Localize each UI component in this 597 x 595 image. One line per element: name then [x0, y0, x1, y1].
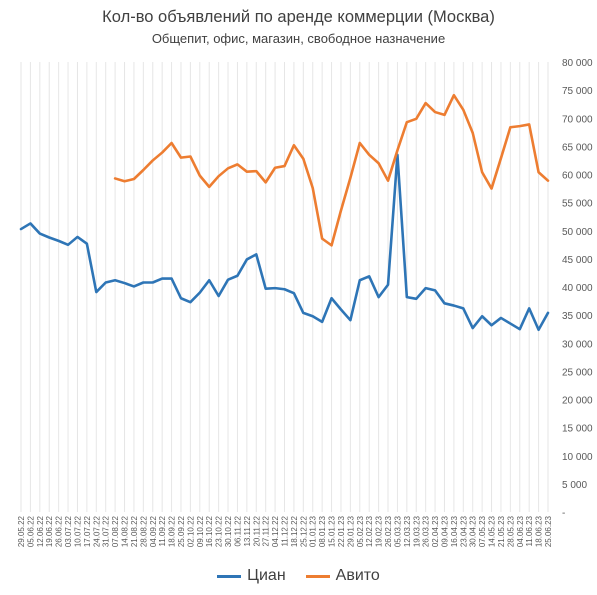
x-tick-label: 24.07.22 — [92, 515, 101, 547]
legend: Циан Авито — [0, 567, 597, 585]
x-tick-label: 29.01.23 — [346, 515, 355, 547]
x-tick-label: 02.10.22 — [186, 515, 195, 547]
x-tick-label: 12.06.22 — [36, 515, 45, 547]
series-line-avito — [113, 93, 550, 247]
x-tick-label: 26.02.23 — [384, 515, 393, 547]
y-tick-label: 60 000 — [562, 171, 593, 182]
y-tick-label: - — [562, 508, 565, 519]
x-tick-label: 17.07.22 — [83, 515, 92, 547]
x-tick-label: 28.08.22 — [139, 515, 148, 547]
y-tick-label: 50 000 — [562, 227, 593, 238]
legend-item-avito: Авито — [305, 567, 380, 585]
y-tick-label: 30 000 — [562, 339, 593, 350]
x-tick-label: 18.09.22 — [168, 515, 177, 547]
x-tick-label: 04.06.23 — [516, 515, 525, 547]
x-tick-label: 09.04.23 — [440, 515, 449, 547]
y-tick-label: 75 000 — [562, 86, 593, 97]
x-tick-label: 05.06.22 — [26, 515, 35, 547]
x-tick-label: 04.09.22 — [149, 515, 158, 547]
x-tick-label: 18.12.22 — [290, 515, 299, 547]
x-tick-label: 26.06.22 — [55, 515, 64, 547]
x-tick-label: 04.12.22 — [271, 515, 280, 547]
x-tick-label: 14.05.23 — [488, 515, 497, 547]
y-tick-label: 25 000 — [562, 367, 593, 378]
x-tick-label: 22.01.23 — [337, 515, 346, 547]
x-tick-label: 26.03.23 — [422, 515, 431, 547]
x-tick-label: 11.09.22 — [158, 515, 167, 546]
legend-label-avito: Авито — [335, 567, 380, 584]
y-tick-label: 20 000 — [562, 396, 593, 407]
y-tick-label: 80 000 — [562, 58, 593, 69]
x-tick-label: 05.02.23 — [356, 515, 365, 547]
y-tick-label: 10 000 — [562, 452, 593, 463]
x-tick-label: 07.05.23 — [478, 515, 487, 547]
x-axis-tick-labels: 29.05.22 05.06.22 12.06.22 19.06.22 26.06.22… — [17, 515, 553, 547]
legend-label-cian: Циан — [247, 567, 286, 584]
x-tick-label: 08.01.23 — [318, 515, 327, 547]
x-tick-label: 12.03.23 — [403, 515, 412, 547]
x-tick-label: 01.01.23 — [309, 515, 318, 547]
x-tick-label: 16.04.23 — [450, 515, 459, 547]
x-tick-label: 16.10.22 — [205, 515, 214, 547]
x-tick-label: 29.05.22 — [17, 515, 26, 547]
x-tick-label: 19.02.23 — [375, 515, 384, 547]
x-tick-label: 07.08.22 — [111, 515, 120, 547]
y-axis-tick-labels: - 5 000 10 000 15 000 20 000 25 000 30 000 35 0… — [562, 58, 593, 519]
y-tick-label: 15 000 — [562, 424, 593, 435]
x-tick-label: 25.06.23 — [544, 515, 553, 547]
y-tick-label: 55 000 — [562, 199, 593, 210]
y-tick-label: 40 000 — [562, 283, 593, 294]
x-tick-label: 25.09.22 — [177, 515, 186, 547]
x-tick-label: 19.03.23 — [412, 515, 421, 547]
series-lines — [19, 93, 550, 332]
x-tick-label: 27.11.22 — [262, 515, 271, 546]
series-line-cian — [19, 153, 550, 332]
x-tick-label: 06.11.22 — [233, 515, 242, 546]
x-tick-label: 23.04.23 — [459, 515, 468, 547]
legend-item-cian: Циан — [217, 567, 286, 585]
x-tick-label: 30.04.23 — [469, 515, 478, 547]
x-tick-label: 31.07.22 — [102, 515, 111, 547]
x-tick-label: 11.12.22 — [281, 515, 290, 546]
x-tick-label: 10.07.22 — [73, 515, 82, 547]
y-tick-label: 5 000 — [562, 480, 587, 491]
x-tick-label: 25.12.22 — [299, 515, 308, 547]
x-tick-label: 09.10.22 — [196, 515, 205, 547]
x-tick-label: 02.04.23 — [431, 515, 440, 547]
x-tick-label: 19.06.22 — [45, 515, 54, 547]
y-tick-label: 70 000 — [562, 114, 593, 125]
x-tick-label: 20.11.22 — [252, 515, 261, 546]
chart-title: Кол-во объявлений по аренде коммерции (М… — [102, 8, 495, 26]
x-tick-label: 15.01.23 — [328, 515, 337, 547]
x-tick-label: 12.02.23 — [365, 515, 374, 547]
x-tick-label: 18.06.23 — [535, 515, 544, 547]
x-tick-label: 14.08.22 — [121, 515, 130, 547]
chart-subtitle: Общепит, офис, магазин, свободное назнач… — [151, 31, 446, 46]
x-tick-label: 11.06.23 — [525, 515, 534, 546]
y-tick-label: 35 000 — [562, 311, 593, 322]
x-tick-label: 28.05.23 — [506, 515, 515, 547]
x-tick-label: 21.08.22 — [130, 515, 139, 547]
x-tick-label: 13.11.22 — [243, 515, 252, 546]
x-tick-label: 21.05.23 — [497, 515, 506, 547]
y-tick-label: 45 000 — [562, 255, 593, 266]
x-tick-label: 03.07.22 — [64, 515, 73, 547]
x-tick-label: 05.03.23 — [393, 515, 402, 547]
x-tick-label: 30.10.22 — [224, 515, 233, 547]
legend-swatch-cian — [217, 574, 242, 578]
x-tick-label: 23.10.22 — [215, 515, 224, 547]
y-tick-label: 65 000 — [562, 142, 593, 153]
legend-swatch-avito — [305, 574, 330, 578]
